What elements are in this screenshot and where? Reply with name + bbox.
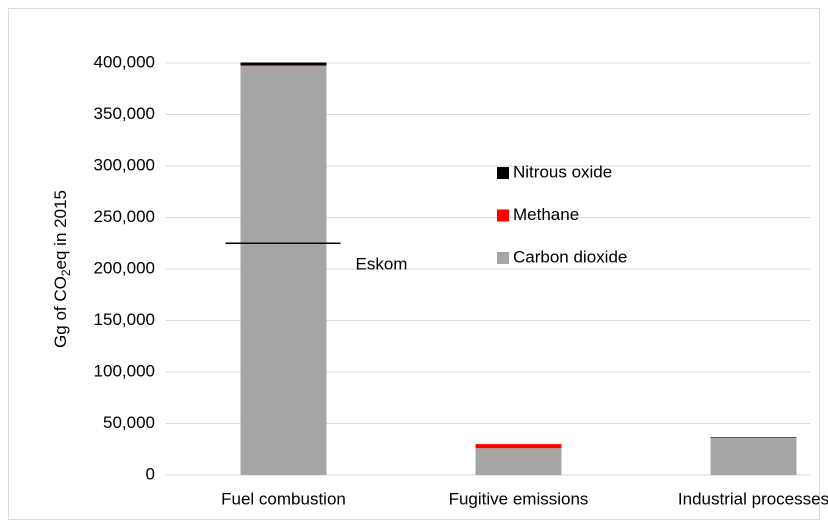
x-tick-label: Industrial processes — [678, 489, 828, 508]
bar-segment — [475, 444, 562, 449]
y-tick-label: 100,000 — [94, 361, 155, 380]
chart-border — [8, 8, 820, 520]
y-tick-label: 200,000 — [94, 258, 155, 277]
bar-segment — [240, 65, 327, 67]
x-tick-label: Fuel combustion — [221, 489, 346, 508]
x-tick-label: Fugitive emissions — [449, 489, 589, 508]
bar-segment — [240, 66, 327, 475]
y-axis-label: Gg of CO2eq in 2015 — [51, 190, 73, 348]
y-tick-label: 350,000 — [94, 104, 155, 123]
annotation-label: Eskom — [356, 255, 408, 274]
y-tick-label: 50,000 — [103, 413, 155, 432]
bar-segment — [240, 62, 327, 66]
legend-swatch — [497, 252, 509, 264]
legend-label: Carbon dioxide — [513, 247, 627, 266]
y-tick-label: 0 — [146, 464, 155, 483]
legend-swatch — [497, 209, 509, 222]
y-tick-label: 400,000 — [94, 52, 155, 71]
y-tick-label: 250,000 — [94, 207, 155, 226]
bar-segment — [475, 448, 562, 475]
legend-swatch — [497, 167, 509, 179]
y-label-part: Gg of CO — [51, 276, 70, 348]
y-label-sub: 2 — [59, 269, 73, 276]
y-tick-label: 150,000 — [94, 310, 155, 329]
bar-segment — [710, 437, 797, 475]
legend-label: Nitrous oxide — [513, 162, 612, 181]
legend-label: Methane — [513, 205, 579, 224]
y-tick-label: 300,000 — [94, 155, 155, 174]
bar-segment — [710, 437, 797, 438]
y-label-part: eq in 2015 — [51, 190, 70, 269]
